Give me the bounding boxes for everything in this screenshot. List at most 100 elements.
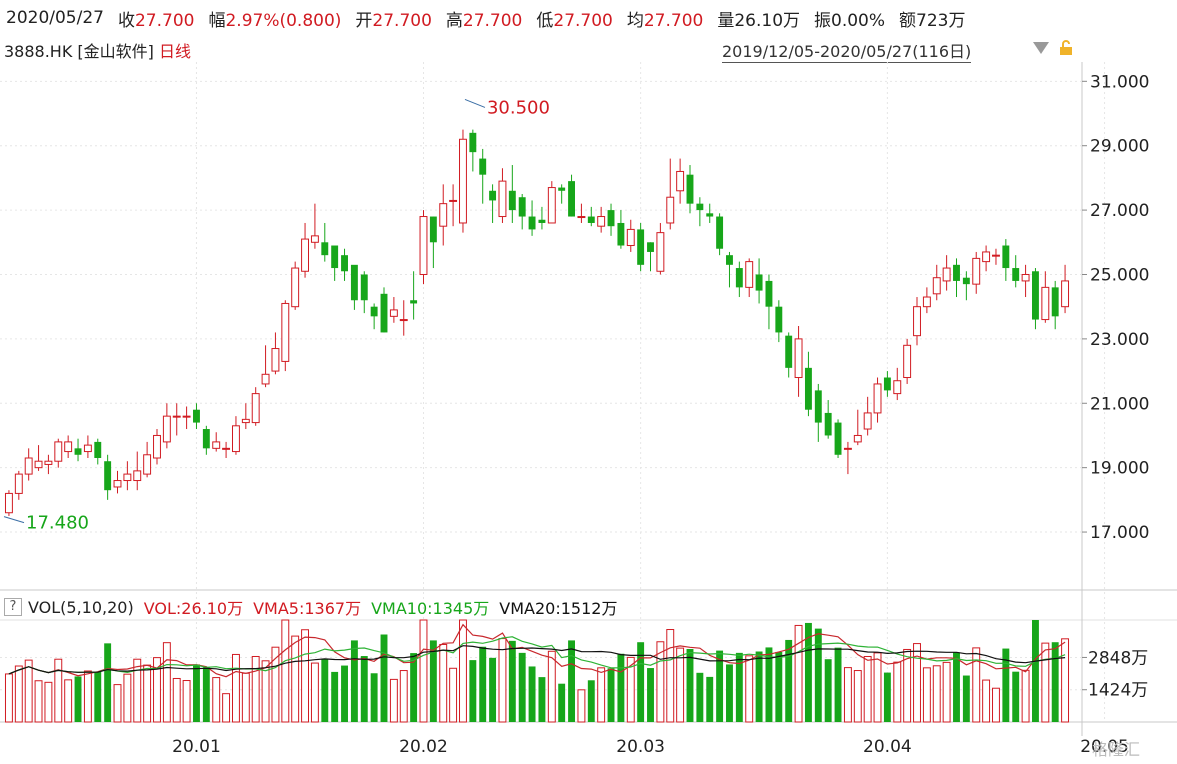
volume-bar xyxy=(64,679,73,723)
quote-header: 2020/05/27 收27.700 幅2.97%(0.800) 开27.700… xyxy=(0,0,1177,36)
volume-bar xyxy=(706,676,714,722)
candle xyxy=(202,425,210,455)
volume-bar xyxy=(310,662,319,723)
candle xyxy=(647,242,654,272)
price-tick-label: 31.000 xyxy=(1090,72,1149,92)
volume-bar xyxy=(1002,648,1010,722)
volume-bar xyxy=(231,653,240,723)
x-tick-label: 20.02 xyxy=(399,737,448,757)
high-label: 高 xyxy=(445,10,463,31)
volume-bar xyxy=(241,672,250,723)
volume-bar xyxy=(113,684,122,723)
volume-bar xyxy=(419,619,428,723)
candle xyxy=(83,435,92,458)
candle xyxy=(962,271,970,301)
candle xyxy=(706,203,714,223)
close-label: 收 xyxy=(117,10,135,31)
volume-bar xyxy=(834,647,842,722)
candle xyxy=(222,441,231,458)
close-value: 27.700 xyxy=(134,10,195,31)
price-tick-label: 23.000 xyxy=(1090,330,1149,350)
candle xyxy=(54,438,63,468)
candle xyxy=(508,165,516,223)
volume-bar xyxy=(399,670,408,723)
volume-bar xyxy=(182,680,191,723)
volume-bar xyxy=(429,640,437,722)
volume-bar xyxy=(104,643,112,722)
volume-bar xyxy=(14,665,23,723)
volume-bar xyxy=(953,652,960,722)
candle xyxy=(765,274,773,330)
volume-bar xyxy=(212,677,221,723)
volume-bar xyxy=(686,649,694,722)
date-range[interactable]: 2019/12/05-2020/05/27(116日) xyxy=(722,38,972,63)
volume-bar xyxy=(291,635,300,723)
candle xyxy=(735,261,743,298)
volume-bar xyxy=(350,640,358,722)
candle xyxy=(626,219,635,252)
volume-bar xyxy=(331,671,339,722)
candle xyxy=(716,213,724,256)
volume-bar xyxy=(913,643,921,723)
volume-bar xyxy=(1061,638,1070,723)
volume-bar xyxy=(410,653,418,722)
candle xyxy=(133,451,142,491)
volume-bar xyxy=(34,680,43,723)
help-icon[interactable]: ? xyxy=(4,598,22,616)
volume-bar xyxy=(360,656,368,722)
candle xyxy=(182,406,191,430)
lock-icon[interactable] xyxy=(1058,40,1074,56)
volume-bar xyxy=(4,673,13,723)
candle xyxy=(547,181,556,224)
volume-bar xyxy=(863,655,872,723)
volume-bar xyxy=(824,659,832,722)
open-value: 27.700 xyxy=(372,10,432,31)
candle xyxy=(982,245,991,272)
open-label: 开 xyxy=(355,10,373,31)
candle xyxy=(231,416,240,455)
candle xyxy=(992,248,1000,265)
vma-line-vma5 xyxy=(8,623,1066,678)
volume-bar xyxy=(647,668,654,722)
candle xyxy=(1012,255,1020,288)
low-value: 27.700 xyxy=(553,10,613,31)
candle xyxy=(1061,264,1070,314)
volume-bar xyxy=(389,678,398,723)
volume-bar xyxy=(133,658,142,723)
price-tick-label: 17.000 xyxy=(1090,523,1149,543)
candle xyxy=(853,409,862,446)
candle xyxy=(301,222,310,278)
candle xyxy=(696,197,704,227)
volume-bar xyxy=(676,647,685,723)
candle xyxy=(74,438,82,462)
volume-bar xyxy=(44,681,53,723)
candle xyxy=(281,300,290,372)
candle xyxy=(676,158,685,204)
avg-value: 27.700 xyxy=(643,10,704,31)
candle xyxy=(341,248,348,281)
candle xyxy=(370,303,378,330)
symbol-name: 3888.HK [金山软件] xyxy=(4,42,154,61)
candle xyxy=(172,403,181,436)
candle xyxy=(193,403,200,430)
volume-bar xyxy=(251,655,260,723)
vol-label: 量 xyxy=(717,10,735,31)
volume-bar xyxy=(922,667,931,723)
candle xyxy=(775,300,783,343)
candle xyxy=(568,174,576,217)
candle xyxy=(518,194,526,230)
period-label[interactable]: 日线 xyxy=(159,42,192,61)
volume-bar xyxy=(656,641,665,723)
candle xyxy=(489,184,497,223)
volume-bar xyxy=(281,619,290,723)
candle xyxy=(577,203,586,223)
volume-bar xyxy=(439,643,448,723)
change-value: 2.97%(0.800) xyxy=(225,10,342,31)
vol-current: VOL:26.10万 xyxy=(143,599,244,618)
volume-tick-label: 1424万 xyxy=(1088,681,1148,701)
quote-date: 2020/05/27 xyxy=(6,8,104,28)
dropdown-triangle-icon[interactable] xyxy=(1033,42,1049,54)
x-tick-label: 20.04 xyxy=(863,737,912,757)
amp-label: 振 xyxy=(814,10,832,31)
